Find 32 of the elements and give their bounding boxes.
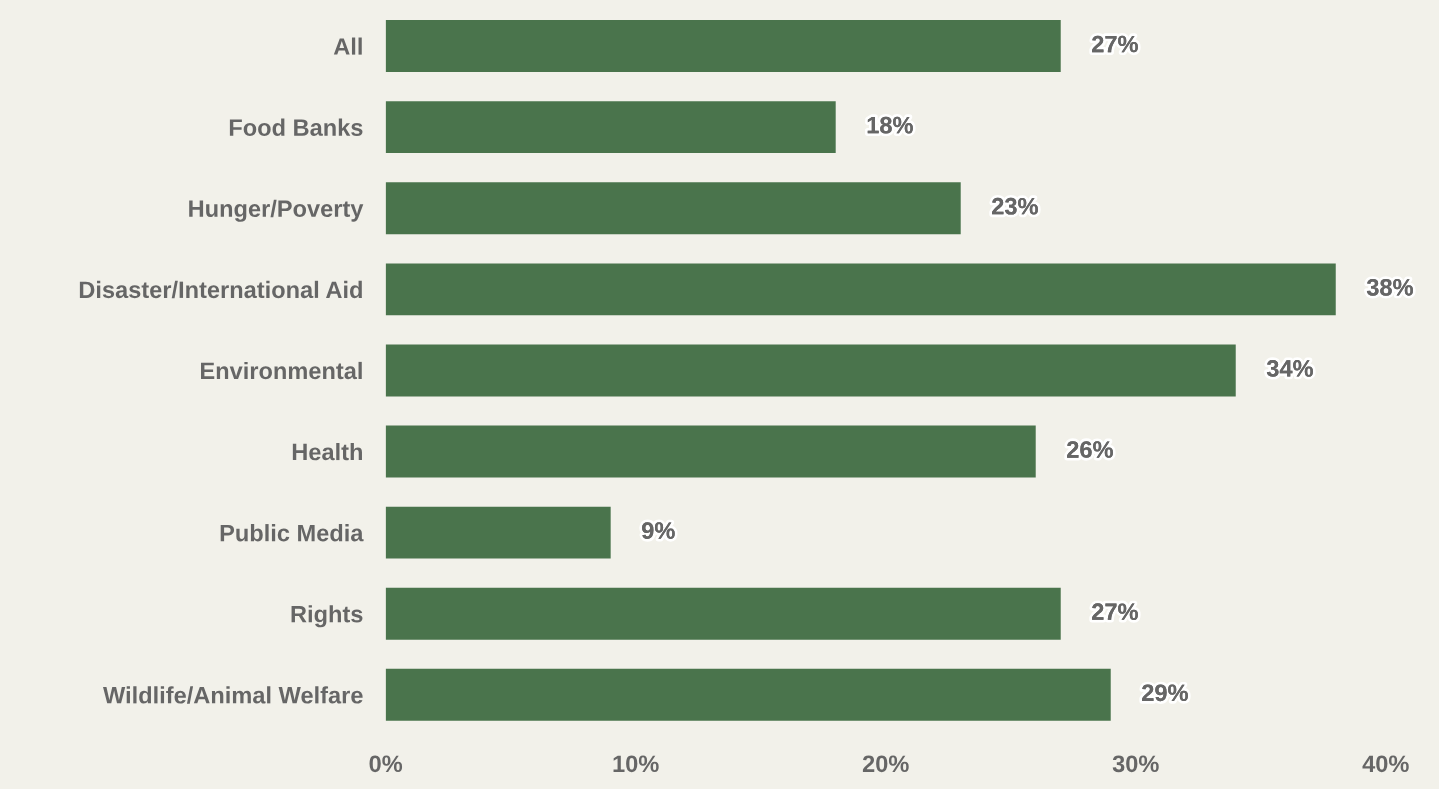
bar: [385, 668, 1111, 721]
y-tick-label: Hunger/Poverty: [189, 199, 364, 222]
x-tick-label: 0%: [369, 755, 403, 773]
y-tick-label: Food Banks: [229, 118, 363, 136]
bar: [385, 101, 836, 154]
y-tick-label: Wildlife/Animal Welfare: [103, 686, 363, 704]
y-tick-label: Environmental: [201, 361, 362, 380]
y-tick-label: Disaster/International Aid: [79, 280, 362, 299]
bar: [385, 506, 611, 559]
data-label: 18%: [867, 116, 913, 134]
data-label: 34%: [1266, 360, 1313, 377]
y-tick-label: Health: [292, 442, 362, 461]
bar: [385, 425, 1036, 478]
x-tick-label: 20%: [862, 755, 909, 773]
data-label: 23%: [992, 197, 1038, 215]
bar: [385, 263, 1336, 316]
y-tick-label: Public Media: [220, 524, 364, 542]
bar: [385, 182, 961, 235]
bar: [385, 20, 1061, 73]
data-label: 27%: [1092, 603, 1138, 620]
data-label: 27%: [1092, 35, 1138, 53]
data-label: 26%: [1067, 441, 1113, 458]
data-label: 9%: [642, 522, 675, 539]
data-label: 38%: [1366, 278, 1413, 296]
y-tick-label: Rights: [291, 605, 363, 628]
y-tick-label: All: [333, 37, 362, 55]
x-tick-label: 40%: [1362, 755, 1409, 773]
bar: [385, 344, 1236, 397]
data-label: 29%: [1142, 684, 1188, 702]
x-tick-label: 10%: [613, 755, 659, 773]
bar: [385, 587, 1061, 640]
x-tick-label: 30%: [1112, 755, 1159, 773]
